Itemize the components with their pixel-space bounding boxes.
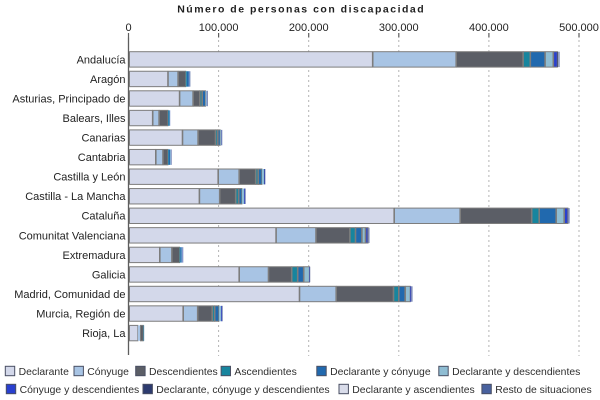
svg-text:Número de personas con discapa: Número de personas con discapacidad xyxy=(177,3,425,15)
svg-text:Declarante, cónyuge y descendi: Declarante, cónyuge y descendientes xyxy=(156,385,329,396)
svg-text:Cónyuge y descendientes: Cónyuge y descendientes xyxy=(20,385,140,396)
svg-text:Canarias: Canarias xyxy=(81,133,126,145)
svg-text:Cataluña: Cataluña xyxy=(81,211,126,223)
svg-text:Declarante: Declarante xyxy=(19,367,69,378)
svg-text:Ascendientes: Ascendientes xyxy=(234,367,296,378)
svg-text:Rioja, La: Rioja, La xyxy=(82,328,126,340)
svg-text:100.000: 100.000 xyxy=(199,22,239,34)
svg-text:Descendientes: Descendientes xyxy=(149,367,218,378)
svg-text:0: 0 xyxy=(125,22,131,34)
svg-text:500.000: 500.000 xyxy=(559,22,599,34)
svg-text:Declarante y ascendientes: Declarante y ascendientes xyxy=(352,385,474,396)
svg-text:Castilla y León: Castilla y León xyxy=(53,172,125,184)
svg-text:Balears, Illes: Balears, Illes xyxy=(63,113,126,125)
svg-text:200.000: 200.000 xyxy=(289,22,329,34)
svg-text:300.000: 300.000 xyxy=(379,22,419,34)
svg-text:Extremadura: Extremadura xyxy=(63,250,127,262)
svg-text:Aragón: Aragón xyxy=(90,74,125,86)
svg-text:400.000: 400.000 xyxy=(469,22,509,34)
svg-text:Comunitat Valenciana: Comunitat Valenciana xyxy=(19,230,127,242)
svg-text:Cantabria: Cantabria xyxy=(78,152,127,164)
svg-text:Andalucía: Andalucía xyxy=(77,54,127,66)
svg-text:Cónyuge: Cónyuge xyxy=(87,367,129,378)
svg-text:Declarante y cónyuge: Declarante y cónyuge xyxy=(330,367,431,378)
svg-text:Murcia, Región de: Murcia, Región de xyxy=(36,308,125,320)
svg-text:Declarante y descendientes: Declarante y descendientes xyxy=(452,367,580,378)
svg-text:Resto de situaciones: Resto de situaciones xyxy=(495,385,591,396)
svg-text:Castilla - La Mancha: Castilla - La Mancha xyxy=(25,191,126,203)
svg-text:Madrid, Comunidad de: Madrid, Comunidad de xyxy=(14,289,125,301)
svg-text:Asturias, Principado de: Asturias, Principado de xyxy=(12,93,125,105)
svg-text:Galicia: Galicia xyxy=(92,269,127,281)
